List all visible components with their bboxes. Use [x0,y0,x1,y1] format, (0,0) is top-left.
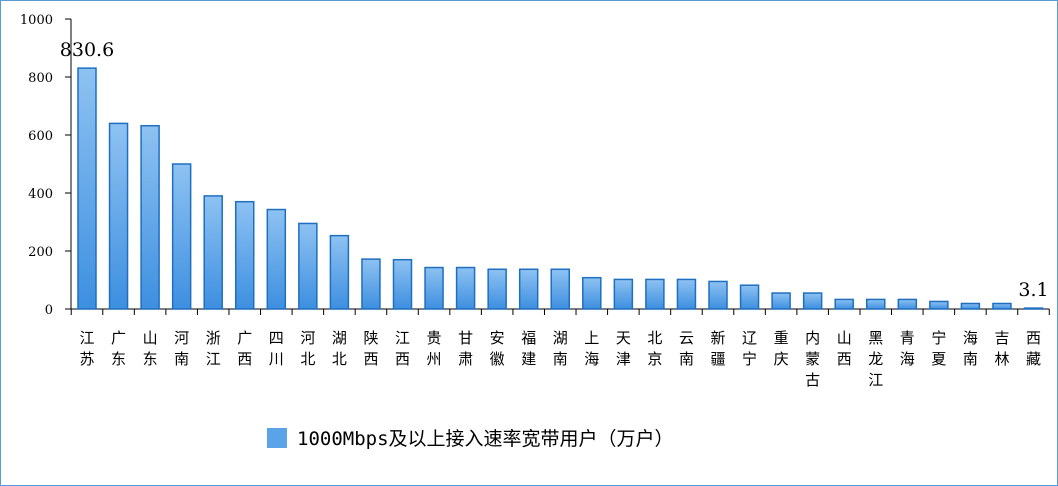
bar-陕西 [361,258,381,310]
y-tick-label: 600 [28,129,53,144]
x-tick-label: 上海 [584,329,599,368]
x-tick-label: 山东 [143,329,158,368]
data-labels: 830.6 3.1 [60,39,1049,301]
x-tick-label: 重庆 [774,329,789,368]
data-label: 3.1 [1018,279,1048,301]
x-tick-label: 辽宁 [742,329,757,368]
x-tick-label: 黑龙江 [868,329,883,389]
x-tick-label: 内蒙古 [805,329,820,389]
bar-山东 [140,124,160,310]
bar-安徽 [487,268,507,310]
bar-天津 [613,278,634,310]
bar-河北 [298,222,318,310]
x-tick-label: 山西 [837,329,852,368]
x-tick-label: 贵州 [427,329,442,368]
bar-辽宁 [739,284,760,310]
x-tick-label: 河南 [174,329,189,368]
y-tick-label: 800 [28,71,53,86]
x-tick-label: 陕西 [363,329,378,368]
bar-云南 [676,278,697,310]
bars [77,67,1044,310]
x-tick-label: 湖南 [553,329,568,368]
y-tick-label: 400 [28,187,53,202]
x-tick-label: 广西 [237,329,252,368]
x-tick-label: 宁夏 [931,329,946,368]
x-tick-label: 甘肃 [458,329,473,368]
legend-swatch [267,428,287,448]
x-tick-label: 青海 [900,329,915,368]
bar-江西 [392,258,413,310]
bar-甘肃 [455,266,476,310]
x-tick-label: 云南 [679,329,694,368]
bar-内蒙古 [802,292,823,310]
bar-广西 [235,200,255,310]
bar-西藏 [1023,307,1044,310]
bar-湖南 [550,268,570,310]
y-axis: 0 200 400 600 800 1000 [20,13,72,318]
bar-湖北 [329,234,350,310]
y-tick-label: 1000 [20,13,53,28]
bar-广东 [108,122,129,310]
x-tick-label: 西藏 [1026,329,1041,368]
bar-新疆 [708,280,728,310]
x-tick-label: 广东 [111,329,126,368]
bar-福建 [518,268,539,310]
x-tick-label: 四川 [269,329,284,368]
bar-黑龙江 [866,298,886,310]
y-tick-label: 200 [28,245,53,260]
bar-北京 [645,278,665,310]
x-axis: 江苏广东山东河南浙江广西四川河北湖北陕西江西贵州甘肃安徽福建湖南上海天津北京云南… [70,308,1050,389]
bar-青海 [897,298,918,310]
bar-吉林 [992,302,1012,310]
x-tick-label: 安徽 [490,329,505,368]
bar-江苏 [77,67,97,310]
x-tick-label: 北京 [647,329,662,368]
bar-重庆 [771,292,791,310]
x-tick-label: 河北 [300,329,315,368]
x-tick-label: 天津 [616,329,631,368]
bar-四川 [266,208,287,310]
legend-label: 1000Mbps及以上接入速率宽带用户（万户） [297,428,674,450]
bar-海南 [960,302,981,310]
x-tick-label: 湖北 [332,329,347,368]
x-tick-label: 吉林 [994,329,1009,368]
bar-宁夏 [929,300,949,310]
bar-浙江 [203,195,223,310]
x-tick-label: 福建 [521,329,536,368]
bar-河南 [171,163,192,310]
x-tick-label: 江西 [395,329,410,368]
x-tick-label: 江苏 [79,329,94,368]
bar-贵州 [424,266,444,310]
data-label: 830.6 [60,39,114,61]
bar-上海 [582,276,602,310]
x-tick-label: 新疆 [710,329,725,368]
legend: 1000Mbps及以上接入速率宽带用户（万户） [267,428,674,450]
y-tick-label: 0 [45,303,53,318]
bar-山西 [834,298,854,310]
x-tick-label: 海南 [963,329,978,368]
x-tick-label: 浙江 [206,329,221,368]
